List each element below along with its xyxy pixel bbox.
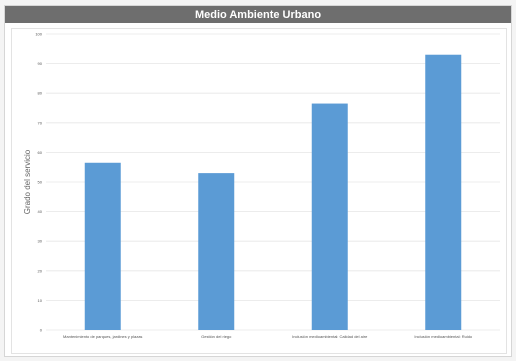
bar-2 [198,173,235,330]
y-axis-title: Grado del servicio [23,149,32,214]
bar-3 [311,103,348,330]
category-label-2: Gestión del riego [201,334,232,339]
y-tick-label: 30 [38,239,43,244]
y-tick-label: 40 [38,209,43,214]
y-tick-label: 10 [38,298,43,303]
chart-title: Medio Ambiente Urbano [5,6,511,23]
y-tick-label: 60 [38,150,43,155]
category-label-3: Inclusión medioambiental: Calidad del ai… [292,334,368,339]
y-tick-label: 70 [38,120,43,125]
y-tick-labels: 0 10 20 30 40 50 60 70 80 90 100 [35,32,42,333]
bars [84,54,462,330]
y-tick-label: 20 [38,268,43,273]
category-label-1: Mantenimiento de parques, jardines y pla… [63,334,142,339]
bar-4 [425,54,462,330]
category-labels: Mantenimiento de parques, jardines y pla… [63,334,473,339]
gridlines [46,33,500,331]
y-tick-label: 0 [40,328,43,333]
bar-1 [84,162,121,330]
y-tick-label: 50 [38,180,43,185]
y-tick-label: 90 [38,61,43,66]
y-tick-label: 100 [35,32,42,37]
category-label-4: Inclusión medioambiental: Ruido [414,334,473,339]
plot-area-frame [11,28,507,354]
y-tick-label: 80 [38,91,43,96]
